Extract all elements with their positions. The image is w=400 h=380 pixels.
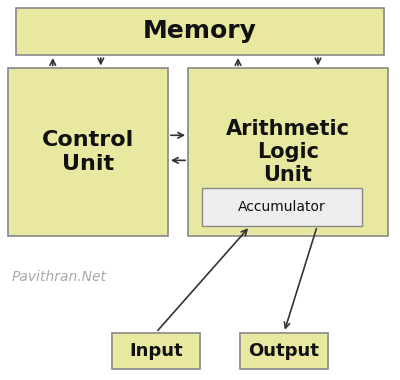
Bar xyxy=(112,332,200,369)
Text: Memory: Memory xyxy=(143,19,257,43)
Bar xyxy=(240,332,328,369)
Bar xyxy=(8,68,168,236)
Bar xyxy=(202,188,362,226)
Text: Control
Unit: Control Unit xyxy=(42,130,134,174)
Bar xyxy=(188,68,388,236)
Text: Input: Input xyxy=(129,342,183,359)
Text: Pavithran.Net: Pavithran.Net xyxy=(12,271,107,284)
Bar xyxy=(16,8,384,55)
Text: Accumulator: Accumulator xyxy=(238,200,326,214)
Text: Output: Output xyxy=(248,342,320,359)
Text: Arithmetic
Logic
Unit: Arithmetic Logic Unit xyxy=(226,119,350,185)
